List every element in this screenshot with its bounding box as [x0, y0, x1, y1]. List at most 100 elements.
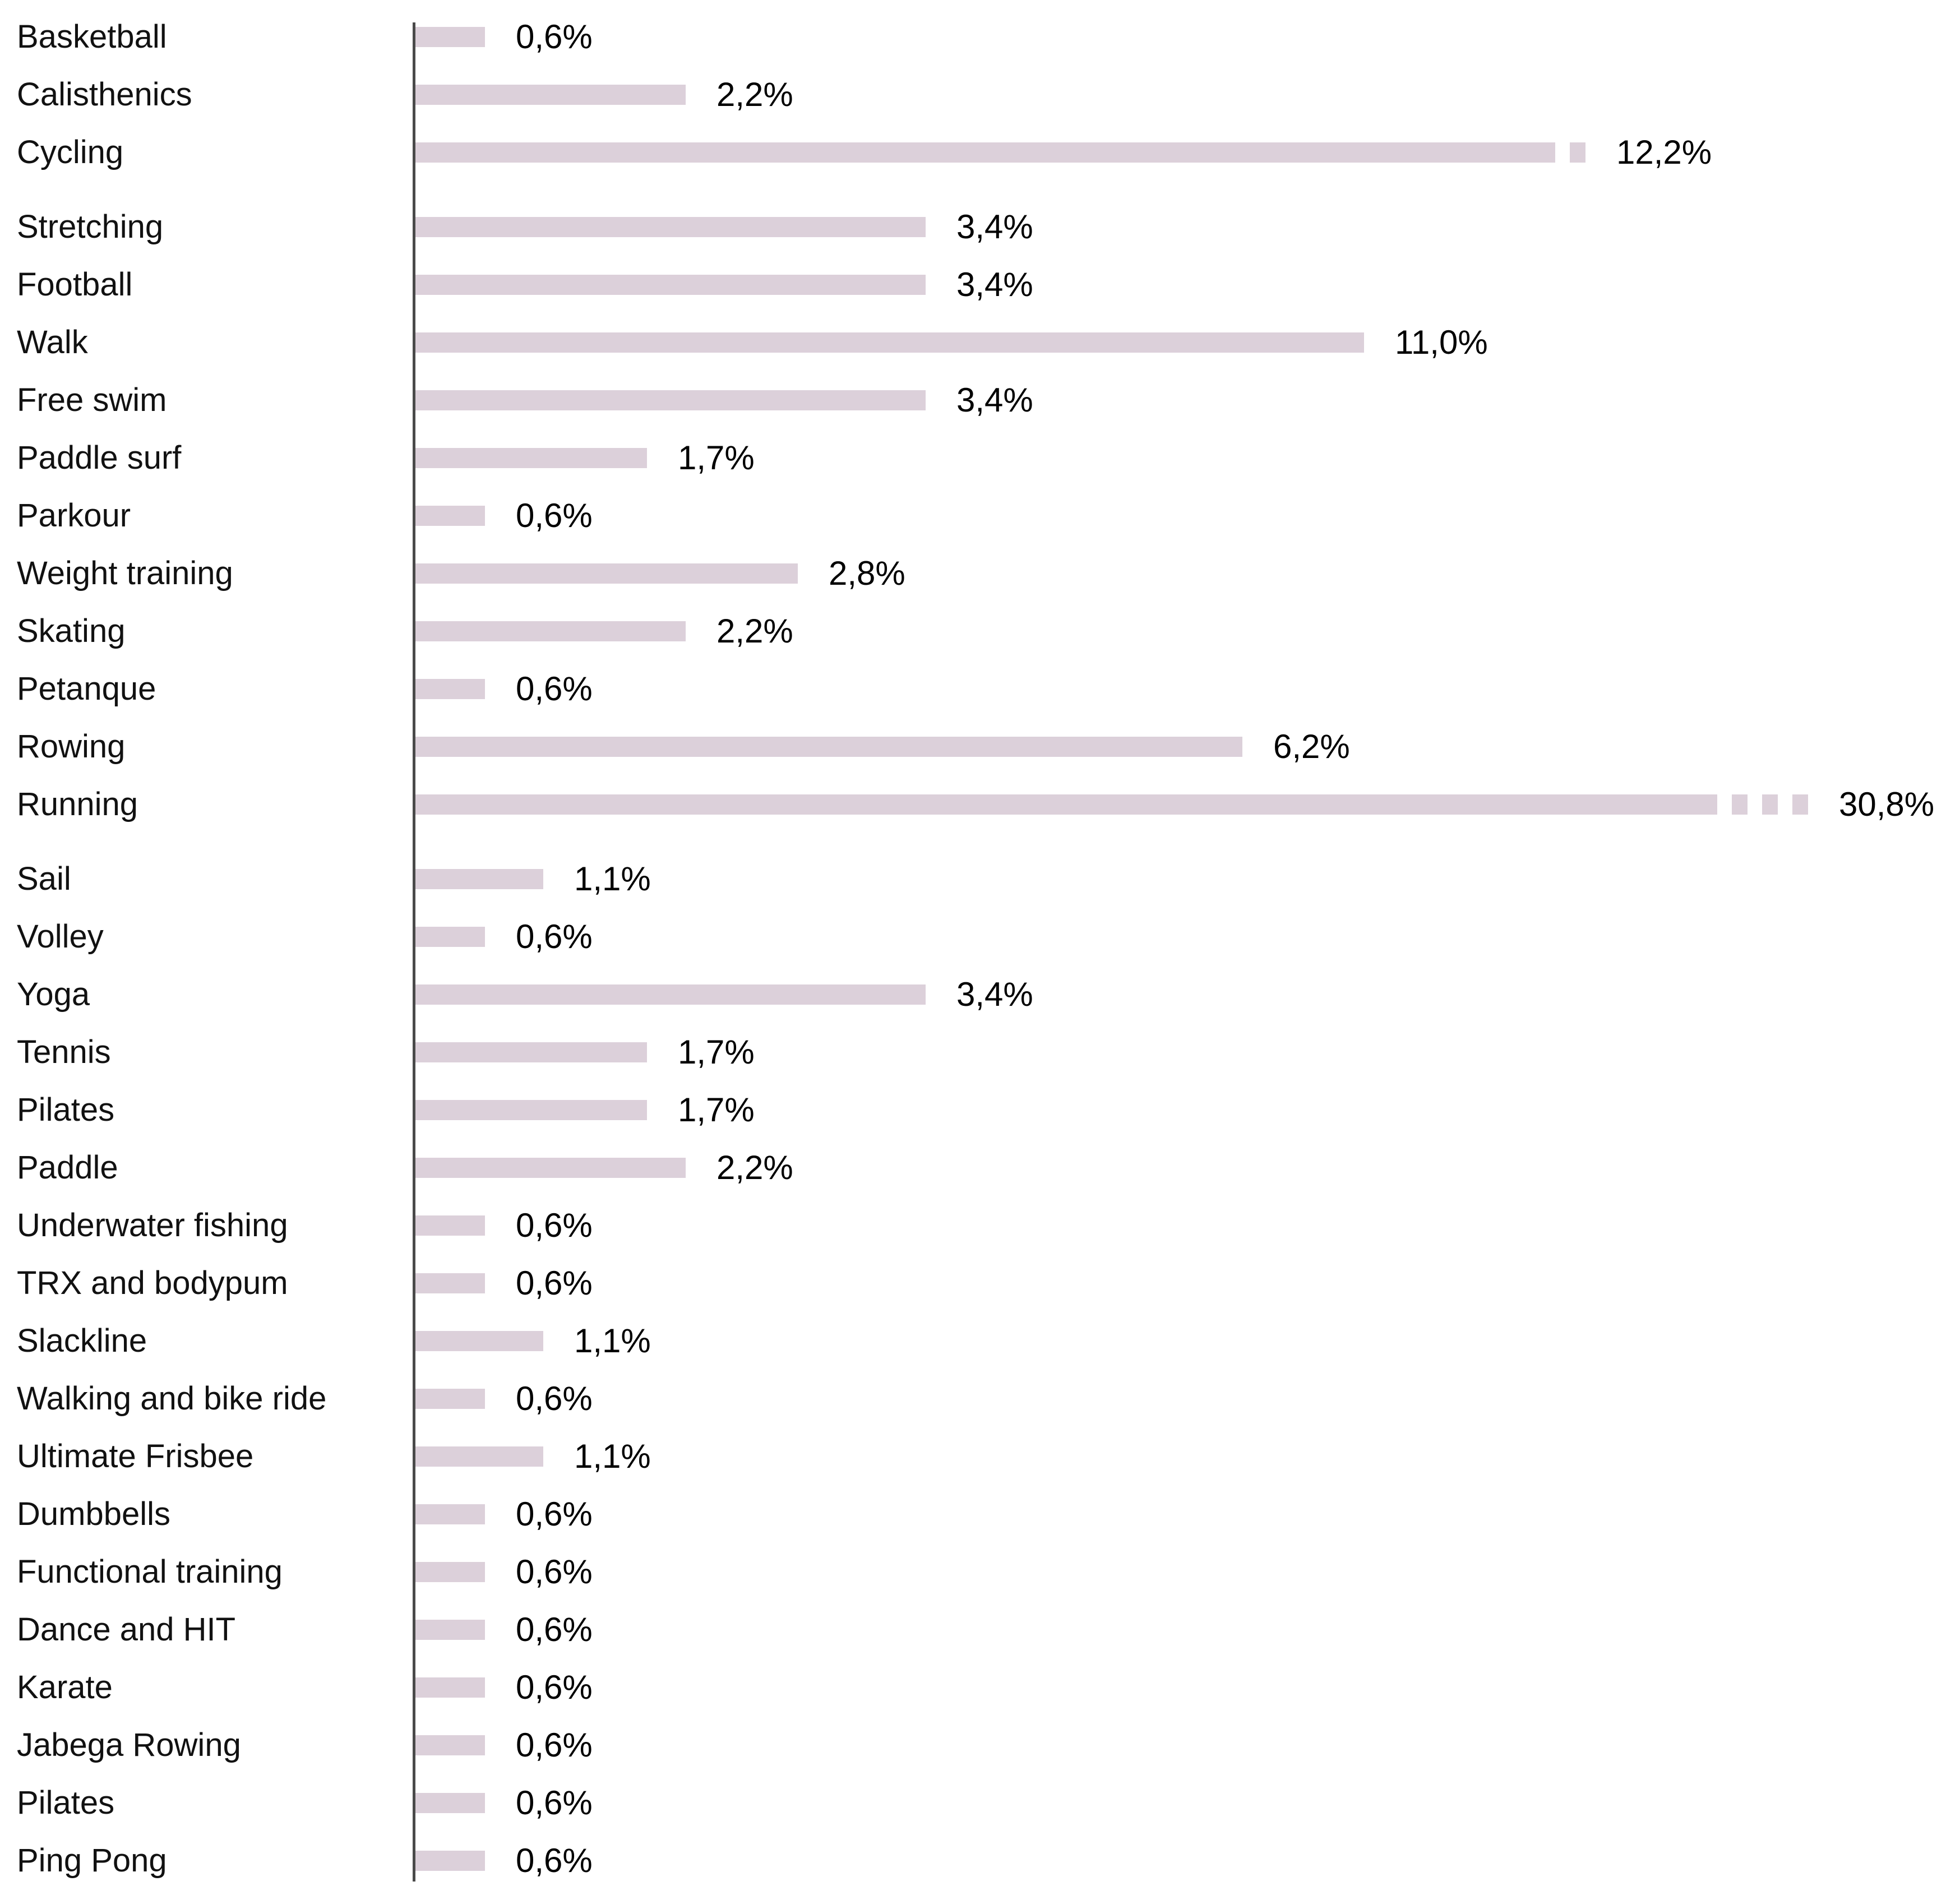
category-label: Stretching: [17, 208, 164, 245]
bar-track: 3,4%: [415, 977, 1033, 1011]
bar-track: 0,6%: [415, 1612, 593, 1646]
chart-row: Rowing 6,2%: [0, 718, 1960, 775]
bar: [415, 1446, 543, 1467]
chart-row: Running 30,8%: [0, 775, 1960, 833]
chart-rows: Basketball 0,6% Calisthenics 2,2% Cyclin…: [0, 8, 1960, 1886]
value-label: 12,2%: [1616, 133, 1712, 171]
chart-row: Petanque 0,6%: [0, 660, 1960, 718]
bar-track: 3,4%: [415, 267, 1033, 301]
value-label: 2,2%: [716, 1148, 793, 1186]
category-label: Weight training: [17, 554, 233, 591]
bar: [415, 84, 686, 105]
bar: [415, 1388, 485, 1409]
chart-row: Football 3,4%: [0, 256, 1960, 313]
bar: [415, 1215, 485, 1236]
category-label: Karate: [17, 1668, 113, 1705]
bar: [415, 1042, 647, 1062]
chart-row: Parkour 0,6%: [0, 487, 1960, 544]
bar-track: 1,1%: [415, 1324, 651, 1357]
chart-row: Stretching 3,4%: [0, 198, 1960, 256]
category-label: Football: [17, 266, 133, 303]
chart-row: Ultimate Frisbee 1,1%: [0, 1427, 1960, 1485]
bar: [415, 1619, 485, 1640]
bar-track: 0,6%: [415, 672, 593, 705]
bar-track: 2,8%: [415, 556, 905, 590]
category-label: Slackline: [17, 1322, 147, 1359]
bar-track: 1,7%: [415, 441, 755, 474]
bar: [415, 621, 686, 641]
category-label: Ultimate Frisbee: [17, 1437, 254, 1474]
bar-track: 0,6%: [415, 1728, 593, 1762]
chart-row: Walk 11,0%: [0, 313, 1960, 371]
category-label: Rowing: [17, 728, 126, 765]
value-label: 0,6%: [516, 1552, 593, 1591]
bar-track: 3,4%: [415, 210, 1033, 243]
value-label: 1,1%: [574, 1437, 651, 1475]
chart-row: Pilates 0,6%: [0, 1774, 1960, 1832]
value-label: 0,6%: [516, 1841, 593, 1879]
bar: [415, 216, 926, 237]
bar-track: 0,6%: [415, 1266, 593, 1300]
bar-track: 2,2%: [415, 77, 793, 111]
value-label: 2,2%: [716, 75, 793, 113]
bar-track: 1,7%: [415, 1035, 755, 1069]
bar-break-dash: [1762, 794, 1778, 815]
bar-break-dash: [1570, 142, 1585, 163]
value-label: 0,6%: [516, 496, 593, 534]
y-axis-line: [413, 22, 415, 1882]
category-label: Running: [17, 785, 138, 822]
bar: [415, 26, 485, 47]
bar-track: 0,6%: [415, 498, 593, 532]
value-label: 0,6%: [516, 1610, 593, 1648]
category-label: Ping Pong: [17, 1842, 167, 1879]
chart-row: Sail 1,1%: [0, 850, 1960, 908]
value-label: 1,7%: [678, 1090, 755, 1129]
bar: [415, 678, 485, 699]
bar: [415, 274, 926, 295]
chart-row: Walking and bike ride 0,6%: [0, 1370, 1960, 1427]
bar-track: 12,2%: [415, 135, 1712, 169]
value-label: 0,6%: [516, 917, 593, 955]
bar-track: 6,2%: [415, 729, 1350, 763]
bar: [415, 1504, 485, 1524]
value-label: 3,4%: [956, 265, 1033, 303]
bar: [415, 390, 926, 410]
category-label: Walking and bike ride: [17, 1380, 327, 1417]
bar: [415, 1677, 485, 1698]
chart-row: Calisthenics 2,2%: [0, 66, 1960, 123]
bar: [415, 1273, 485, 1293]
chart-row: Volley 0,6%: [0, 908, 1960, 965]
category-label: Basketball: [17, 18, 167, 55]
bar: [415, 926, 485, 947]
chart-row: Yoga 3,4%: [0, 965, 1960, 1023]
category-label: TRX and bodypum: [17, 1264, 288, 1301]
bar: [415, 563, 798, 584]
bar-track: 0,6%: [415, 1670, 593, 1704]
category-label: Petanque: [17, 670, 156, 707]
bar: [415, 736, 1242, 757]
bar: [415, 1157, 686, 1178]
category-label: Dance and HIT: [17, 1611, 236, 1648]
value-label: 0,6%: [516, 1379, 593, 1417]
value-label: 3,4%: [956, 207, 1033, 246]
value-label: 1,1%: [574, 859, 651, 898]
bar: [415, 868, 543, 889]
bar-track: 0,6%: [415, 919, 593, 953]
bar-track: 0,6%: [415, 1381, 593, 1415]
category-label: Volley: [17, 918, 104, 955]
chart-row: TRX and bodypum 0,6%: [0, 1254, 1960, 1312]
chart-row: Dance and HIT 0,6%: [0, 1601, 1960, 1658]
bar: [415, 984, 926, 1005]
category-label: Jabega Rowing: [17, 1726, 241, 1763]
value-label: 6,2%: [1273, 727, 1350, 765]
value-label: 0,6%: [516, 1783, 593, 1822]
category-label: Tennis: [17, 1033, 111, 1070]
bar-track: 0,6%: [415, 20, 593, 53]
chart-row: Basketball 0,6%: [0, 8, 1960, 66]
bar: [415, 1792, 485, 1813]
bar: [415, 142, 1555, 163]
chart-row: Cycling 12,2%: [0, 123, 1960, 181]
bar-track: 11,0%: [415, 325, 1488, 359]
chart-row: Dumbbells 0,6%: [0, 1485, 1960, 1543]
